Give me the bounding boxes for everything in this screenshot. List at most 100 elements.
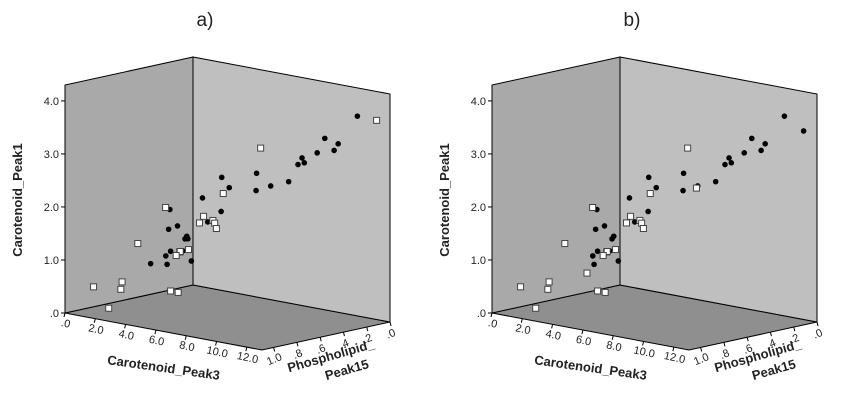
point [134, 240, 142, 248]
left-wall [64, 56, 194, 314]
z-tick [296, 342, 299, 347]
z-tick [793, 326, 796, 332]
chart-title: a) [197, 10, 214, 31]
x-tick-label: 2.0 [514, 322, 531, 337]
x-tick-label: 12.0 [236, 350, 259, 366]
point [532, 304, 540, 312]
point [627, 212, 635, 220]
x-tick-label: 8.0 [605, 339, 622, 354]
point [728, 160, 735, 166]
point [645, 174, 652, 181]
point [295, 161, 301, 168]
point [172, 251, 180, 259]
z-tick [723, 342, 726, 347]
z-tick [816, 321, 819, 327]
point [285, 178, 292, 185]
x-tick-label: .0 [487, 317, 498, 331]
x-tick [551, 324, 554, 329]
z-tick [700, 347, 703, 352]
z-tick-label: .6 [742, 342, 755, 357]
chart-title: b) [624, 10, 641, 31]
x-tick [611, 335, 614, 340]
point [612, 246, 620, 254]
point [354, 113, 361, 119]
point [147, 260, 154, 267]
y-axis-label: Carotenoid_Peak1 [437, 143, 452, 256]
point [335, 141, 341, 147]
point [639, 224, 647, 232]
x-tick-label: 12.0 [663, 350, 686, 366]
panel: b) .0 1.0 2.0 3.0 4.0 .0 2.0 4.0 6.0 8.0 10.0 12.0 1.… [437, 10, 824, 383]
x-tick [63, 312, 66, 318]
point [603, 248, 611, 256]
y-tick-label: 4.0 [471, 96, 486, 108]
point [167, 248, 174, 255]
y-tick-label: .0 [477, 308, 486, 320]
y-axis-label: Carotenoid_Peak1 [10, 143, 25, 256]
point [800, 128, 807, 134]
y-tick-label: 4.0 [44, 96, 59, 108]
left-wall [491, 56, 621, 314]
point [615, 258, 622, 264]
point [164, 261, 170, 268]
point [218, 174, 225, 181]
point [314, 150, 321, 156]
z-tick [342, 332, 345, 337]
x-tick-label: 10.0 [632, 344, 655, 360]
point [583, 269, 591, 277]
point [680, 170, 687, 177]
point [321, 135, 328, 142]
point [204, 219, 211, 225]
x-tick-label: 6.0 [148, 334, 165, 349]
z-tick-label: .0 [811, 327, 824, 342]
x-tick [520, 318, 523, 323]
point [591, 261, 597, 268]
point [653, 184, 660, 191]
point [592, 226, 599, 233]
x-tick-label: .0 [60, 317, 71, 331]
z-tick-label: 1.0 [692, 351, 711, 368]
x-tick [490, 312, 493, 318]
x-tick [672, 347, 675, 352]
point [517, 283, 525, 291]
point [622, 219, 630, 227]
point [118, 278, 126, 286]
z-tick-label: .8 [718, 347, 731, 362]
x-tick-label: 10.0 [205, 344, 228, 360]
z-tick [389, 321, 392, 327]
point [174, 288, 182, 296]
z-tick-label: 1.0 [265, 351, 284, 368]
z-tick-label: .6 [315, 342, 328, 357]
x-tick [93, 318, 96, 323]
point [758, 147, 764, 154]
point [162, 203, 170, 211]
point [195, 219, 203, 227]
point [680, 187, 686, 194]
point [219, 190, 227, 198]
point [626, 195, 633, 201]
point [167, 287, 175, 295]
point [117, 285, 125, 293]
point [692, 184, 700, 192]
point [589, 203, 597, 211]
point [163, 253, 169, 259]
point [601, 223, 608, 229]
x-tick [245, 347, 248, 352]
point [762, 141, 768, 147]
y-tick-label: 1.0 [471, 255, 486, 267]
x-tick-label: 6.0 [575, 334, 592, 349]
x-axis-label: Carotenoid_Peak3 [533, 352, 647, 383]
point [176, 248, 184, 256]
x-tick-label: 2.0 [87, 322, 104, 337]
panel: a) .0 1.0 2.0 3.0 4.0 .0 2.0 4.0 6.0 8.0 10.0 12.0 1.… [10, 10, 397, 383]
y-tick-label: 3.0 [44, 149, 59, 161]
point [712, 178, 719, 185]
point [645, 208, 651, 215]
x-tick [215, 341, 218, 346]
x-tick-label: 8.0 [178, 339, 195, 354]
x-tick [124, 324, 127, 329]
point [373, 116, 381, 124]
point [105, 304, 113, 312]
point [188, 258, 195, 264]
